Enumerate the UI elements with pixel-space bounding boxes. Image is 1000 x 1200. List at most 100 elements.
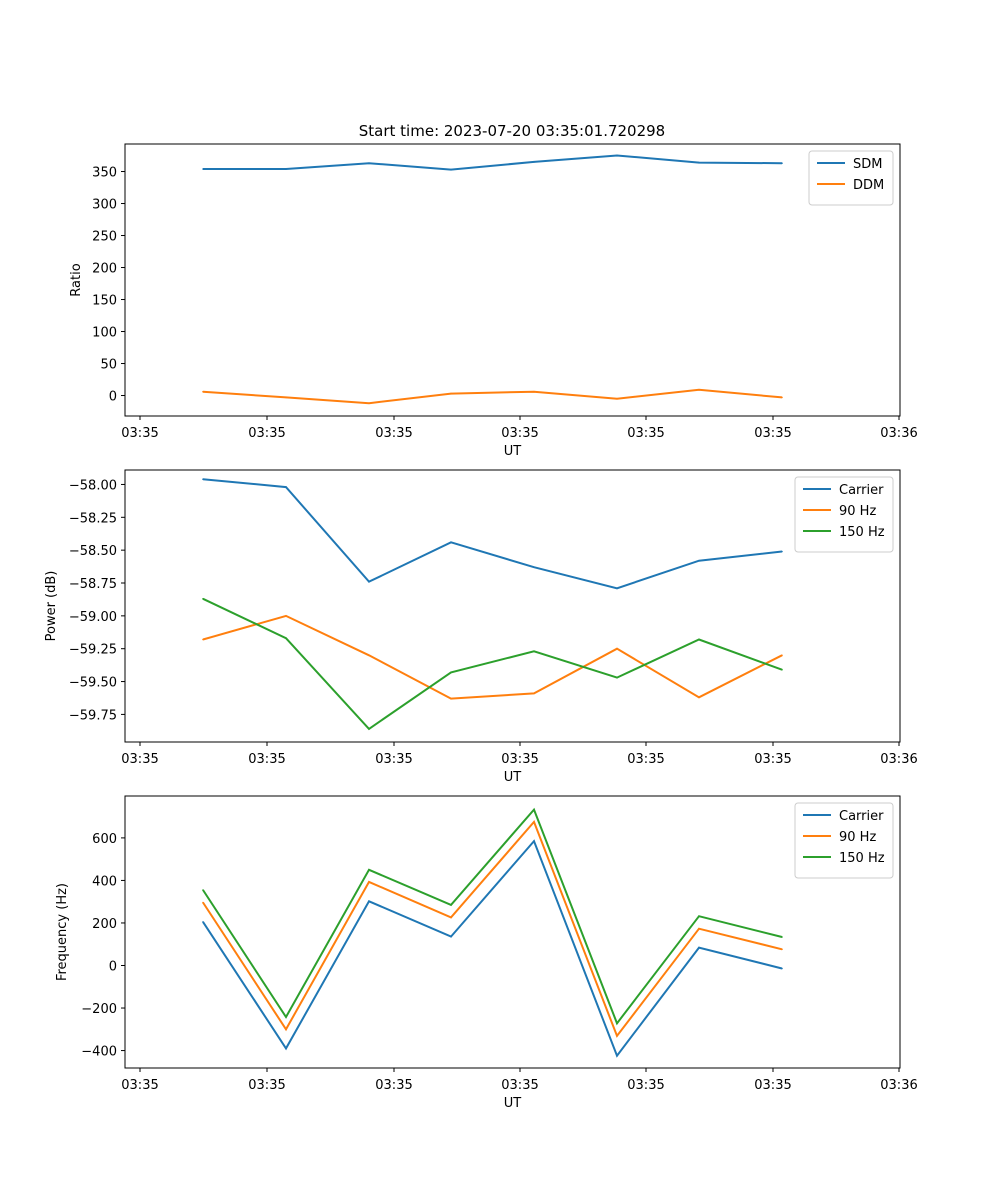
- y-tick-label: 150: [92, 294, 117, 309]
- y-axis-label: Ratio: [69, 263, 84, 296]
- x-tick-label: 03:35: [121, 426, 158, 441]
- y-tick-label: −58.75: [69, 577, 117, 592]
- x-tick-label: 03:35: [754, 1078, 791, 1093]
- x-axis-label: UT: [504, 770, 522, 785]
- data-point: [533, 390, 535, 393]
- data-point: [285, 1016, 287, 1018]
- data-point: [202, 478, 204, 481]
- y-tick-label: −58.00: [69, 478, 117, 493]
- data-point: [781, 162, 783, 164]
- data-point: [450, 671, 452, 674]
- data-point: [368, 881, 370, 883]
- data-point: [285, 1028, 287, 1031]
- legend: [808, 150, 894, 206]
- data-point: [202, 921, 204, 923]
- figure-title: Start time: 2023-07-20 03:35:01.720298: [359, 122, 665, 140]
- x-tick-label: 03:35: [121, 752, 158, 767]
- x-tick-label: 03:35: [501, 426, 538, 441]
- data-point: [533, 566, 535, 568]
- data-point: [698, 161, 700, 164]
- data-point: [285, 637, 287, 639]
- data-point: [616, 1022, 618, 1025]
- legend-label: DDM: [853, 178, 884, 193]
- data-point: [202, 889, 204, 891]
- series-line-150-hz: [202, 807, 783, 1026]
- legend-label: 150 Hz: [839, 851, 885, 866]
- y-tick-label: 200: [92, 917, 117, 932]
- data-point: [533, 821, 535, 823]
- data-point: [285, 396, 287, 399]
- x-tick-label: 03:35: [627, 426, 664, 441]
- x-axis-label: UT: [504, 444, 522, 459]
- legend: [794, 802, 894, 879]
- series-line-carrier: [202, 839, 783, 1058]
- data-point: [285, 615, 287, 617]
- y-tick-label: 100: [92, 326, 117, 341]
- data-point: [616, 1054, 618, 1057]
- x-tick-label: 03:35: [248, 752, 285, 767]
- data-point: [533, 650, 535, 653]
- y-tick-label: 50: [100, 358, 117, 373]
- y-tick-label: 250: [92, 230, 117, 245]
- x-tick-label: 03:35: [248, 426, 285, 441]
- data-point: [450, 541, 452, 544]
- data-point: [450, 168, 452, 171]
- y-tick-label: −59.75: [69, 708, 117, 723]
- data-point: [781, 550, 783, 553]
- y-tick-label: 350: [92, 166, 117, 181]
- data-point: [368, 654, 370, 657]
- data-point: [781, 654, 783, 657]
- y-tick-label: 0: [109, 390, 117, 405]
- x-axis-label: UT: [504, 1096, 522, 1111]
- x-tick-label: 03:35: [627, 752, 664, 767]
- data-point: [698, 389, 700, 391]
- data-point: [698, 927, 700, 930]
- y-tick-label: −200: [81, 1002, 117, 1017]
- data-point: [202, 168, 204, 170]
- y-axis-label: Power (dB): [44, 571, 59, 642]
- data-point: [202, 598, 204, 600]
- data-point: [616, 587, 618, 590]
- data-point: [450, 697, 452, 700]
- y-tick-label: −59.50: [69, 676, 117, 691]
- y-tick-label: −58.50: [69, 544, 117, 559]
- y-tick-label: −59.25: [69, 643, 117, 658]
- data-point: [450, 916, 452, 919]
- y-tick-label: 300: [92, 198, 117, 213]
- data-point: [616, 676, 618, 679]
- data-point: [285, 168, 287, 170]
- legend: [794, 476, 894, 553]
- data-point: [368, 869, 370, 871]
- data-point: [616, 647, 618, 650]
- legend-label: Carrier: [839, 809, 884, 824]
- data-point: [450, 904, 452, 906]
- ratio-panel: 03:35 03:35 03:35 03:35 03:35 03:35 03:36 0 50 10…: [69, 143, 918, 459]
- axes-frame: [124, 795, 901, 1069]
- x-tick-label: 03:35: [754, 752, 791, 767]
- data-point: [781, 948, 783, 951]
- x-tick-label: 03:36: [880, 1078, 917, 1093]
- x-tick-label: 03:35: [375, 1078, 412, 1093]
- legend-label: 90 Hz: [839, 830, 876, 845]
- data-point: [781, 668, 783, 671]
- legend-label: Carrier: [839, 483, 884, 498]
- y-tick-label: −400: [81, 1045, 117, 1060]
- series-line-sdm: [203, 154, 783, 171]
- data-point: [698, 559, 700, 562]
- data-point: [698, 946, 700, 949]
- data-point: [202, 390, 204, 393]
- y-axis-label: Frequency (Hz): [55, 883, 70, 981]
- series-line-carrier: [202, 478, 783, 590]
- data-point: [781, 967, 783, 970]
- data-point: [368, 900, 370, 903]
- x-tick-label: 03:35: [248, 1078, 285, 1093]
- data-point: [698, 696, 700, 699]
- data-point: [202, 638, 204, 641]
- legend-label: 150 Hz: [839, 525, 885, 540]
- x-tick-label: 03:35: [375, 752, 412, 767]
- data-point: [368, 402, 370, 405]
- x-tick-label: 03:35: [121, 1078, 158, 1093]
- data-point: [616, 154, 618, 157]
- data-point: [616, 397, 618, 400]
